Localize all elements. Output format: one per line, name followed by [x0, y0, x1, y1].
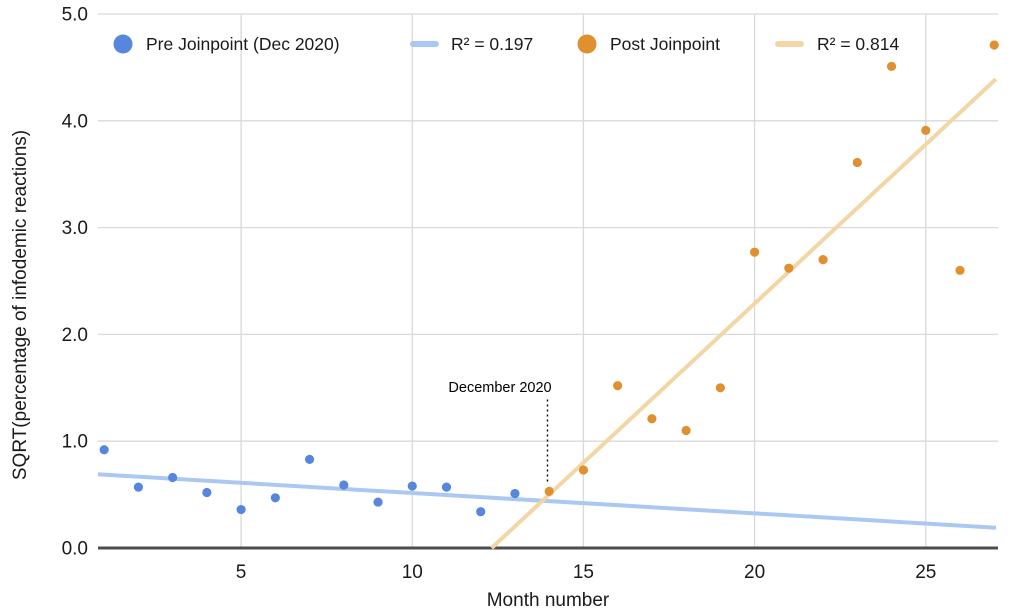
- data-point-post: [921, 125, 931, 136]
- data-point-post: [578, 465, 589, 475]
- data-point-pre: [339, 480, 349, 490]
- data-point-pre: [168, 472, 178, 483]
- x-tick-label: 10: [402, 562, 423, 583]
- data-point-pre: [510, 488, 520, 499]
- legend-label-pre-r2: R² = 0.197: [451, 34, 533, 54]
- legend-label-pre: Pre Joinpoint (Dec 2020): [146, 34, 340, 54]
- x-axis-title: Month number: [487, 590, 610, 611]
- data-point-pre: [99, 445, 109, 455]
- data-point-post: [749, 247, 760, 257]
- data-point-post: [886, 61, 897, 71]
- annotation-label: December 2020: [448, 380, 551, 396]
- data-point-post: [613, 381, 623, 391]
- data-point-pre: [407, 481, 417, 491]
- trendline-post: [490, 77, 998, 550]
- legend-marker-post-icon: [577, 34, 597, 54]
- y-tick-label: 0.0: [62, 539, 88, 560]
- legend-label-post-r2: R² = 0.814: [817, 34, 899, 54]
- data-point-post: [681, 425, 691, 436]
- legend: Pre Joinpoint (Dec 2020) R² = 0.197 Post…: [113, 34, 899, 54]
- legend-marker-pre-icon: [113, 34, 133, 54]
- data-point-post: [715, 383, 725, 393]
- y-tick-label: 5.0: [62, 5, 88, 26]
- legend-label-post: Post Joinpoint: [610, 34, 720, 54]
- legend-swatch-pre-trendline-icon: [410, 41, 439, 47]
- data-point-post: [784, 263, 794, 273]
- x-tick-label: 5: [236, 562, 247, 583]
- data-point-pre: [236, 504, 246, 515]
- x-tick-label: 20: [744, 562, 765, 583]
- data-point-pre: [202, 487, 212, 498]
- x-tick-label: 25: [915, 562, 936, 583]
- y-tick-label: 3.0: [62, 218, 88, 239]
- trendline-pre: [97, 472, 997, 530]
- data-point-post: [852, 157, 862, 168]
- data-point-post: [989, 40, 999, 50]
- data-point-pre: [133, 482, 143, 492]
- data-point-pre: [441, 482, 452, 492]
- gridlines: [98, 13, 998, 550]
- y-axis-title: SQRT(percentage of infodemic reactions): [10, 130, 31, 480]
- data-point-pre: [476, 507, 486, 517]
- trendlines: [97, 77, 998, 550]
- y-tick-label: 4.0: [62, 111, 88, 132]
- data-point-pre: [304, 454, 315, 464]
- tick-labels: 5 10 15 20 25 0.0 1.0 2.0 3.0 4.0 5.0: [62, 5, 937, 584]
- data-point-post: [818, 255, 828, 265]
- y-tick-label: 1.0: [62, 432, 88, 453]
- data-point-post: [647, 414, 657, 424]
- data-points: [99, 40, 999, 517]
- data-point-pre: [270, 493, 280, 503]
- data-point-post: [955, 265, 965, 275]
- legend-swatch-post-trendline-icon: [775, 41, 804, 47]
- y-tick-label: 2.0: [62, 325, 88, 346]
- x-tick-label: 15: [573, 562, 594, 583]
- data-point-post: [544, 486, 554, 496]
- data-point-pre: [373, 497, 383, 507]
